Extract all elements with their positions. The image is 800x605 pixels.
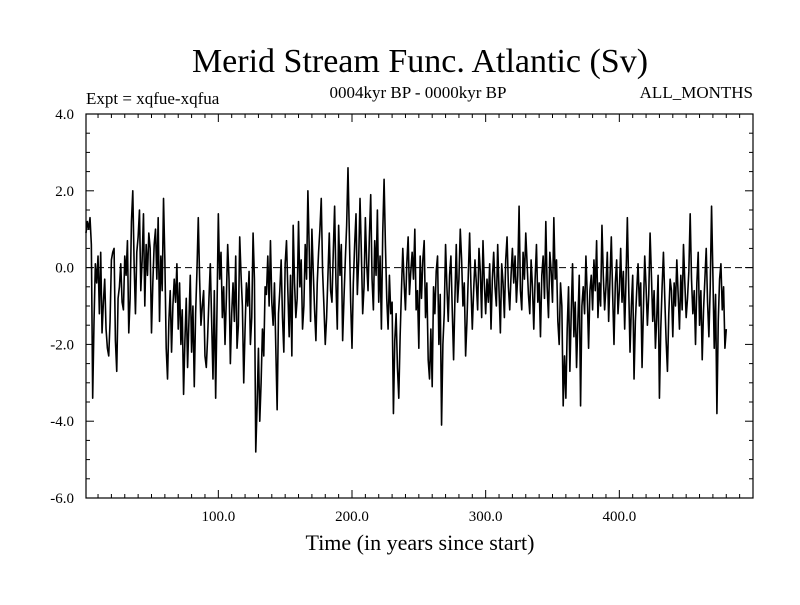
y-tick-label: -6.0 [50,491,74,507]
chart-subtitle-center: 0004kyr BP - 0000kyr BP [330,83,507,102]
x-tick-label: 300.0 [469,509,503,525]
x-tick-label: 400.0 [602,509,636,525]
y-axis: -6.0 -4.0 -2.0 0.0 2.0 4.0 [50,107,753,507]
x-axis-label: Time (in years since start) [306,530,535,555]
chart-subtitle-left: Expt = xqfue-xqfua [86,89,220,108]
x-tick-label: 200.0 [335,509,369,525]
x-tick-label: 100.0 [201,509,235,525]
chart-subtitle-right: ALL_MONTHS [640,83,753,102]
y-tick-label: 4.0 [55,107,74,123]
y-tick-label: 2.0 [55,184,74,200]
chart-title: Merid Stream Func. Atlantic (Sv) [192,43,648,80]
y-tick-label: -2.0 [50,337,74,353]
y-tick-label: 0.0 [55,261,74,277]
y-tick-label: -4.0 [50,414,74,430]
x-axis: 100.0 200.0 300.0 400.0 [97,114,741,525]
data-series-line [85,166,728,453]
